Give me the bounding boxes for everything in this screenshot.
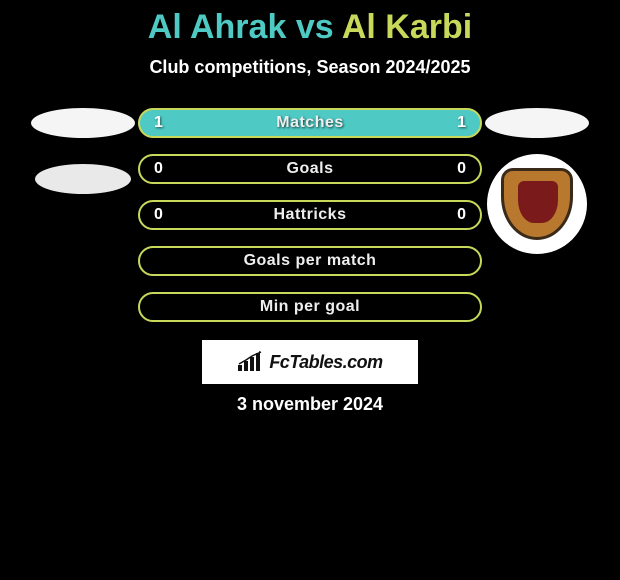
stat-row: 1Matches1 (138, 108, 482, 138)
stat-right-value: 1 (426, 114, 466, 132)
stat-bars: 1Matches10Goals00Hattricks0Goals per mat… (138, 108, 482, 322)
right-crest-badge (487, 154, 587, 254)
left-crest-column (28, 108, 138, 220)
stat-row: 0Goals0 (138, 154, 482, 184)
stat-left-value: 0 (154, 206, 194, 224)
page-title: Al Ahrak vs Al Karbi (0, 8, 620, 47)
brand-text: FcTables.com (269, 352, 382, 373)
comparison-container: Al Ahrak vs Al Karbi Club competitions, … (0, 0, 620, 415)
stat-left-value: 0 (154, 160, 194, 178)
shield-inner (518, 181, 558, 223)
stat-right-value: 0 (426, 160, 466, 178)
stat-label: Hattricks (194, 206, 426, 224)
stat-row: Min per goal (138, 292, 482, 322)
title-team1: Al Ahrak (148, 8, 287, 46)
stat-right-value: 0 (426, 206, 466, 224)
brand-box: FcTables.com (202, 340, 418, 384)
subtitle: Club competitions, Season 2024/2025 (0, 57, 620, 78)
right-crest-column (482, 108, 592, 254)
bar-chart-icon (237, 351, 263, 373)
shield-icon (501, 168, 573, 240)
left-crest-ellipse-1 (31, 108, 135, 138)
stat-label: Goals (194, 160, 426, 178)
stat-row: 0Hattricks0 (138, 200, 482, 230)
title-team2: Al Karbi (342, 8, 472, 46)
date-line: 3 november 2024 (0, 394, 620, 415)
stat-label: Matches (194, 114, 426, 132)
stats-area: 1Matches10Goals00Hattricks0Goals per mat… (0, 108, 620, 322)
left-crest-ellipse-2 (35, 164, 131, 194)
title-vs: vs (296, 8, 334, 46)
stat-row: Goals per match (138, 246, 482, 276)
stat-label: Goals per match (194, 252, 426, 270)
stat-left-value: 1 (154, 114, 194, 132)
stat-label: Min per goal (194, 298, 426, 316)
right-crest-ellipse (485, 108, 589, 138)
